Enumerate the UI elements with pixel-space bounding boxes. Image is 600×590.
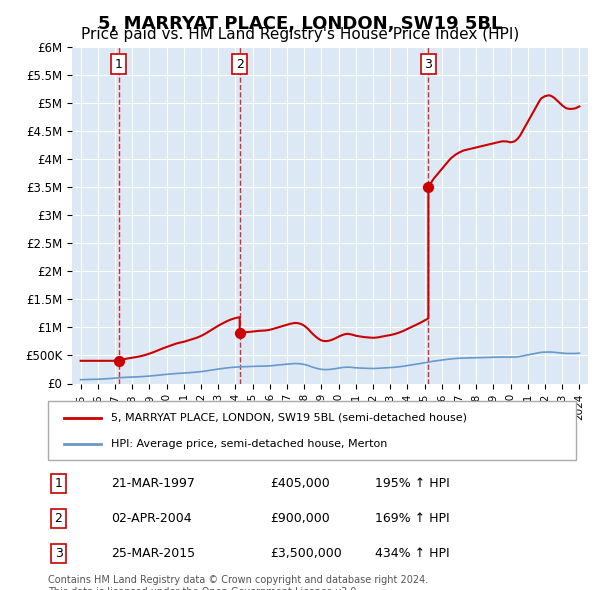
Text: 1: 1 (115, 57, 123, 71)
Text: 25-MAR-2015: 25-MAR-2015 (112, 547, 196, 560)
Point (114, 356, 124, 366)
Text: £405,000: £405,000 (270, 477, 329, 490)
Text: HPI: Average price, semi-detached house, Merton: HPI: Average price, semi-detached house,… (112, 439, 388, 448)
Text: 3: 3 (55, 547, 62, 560)
Text: 21-MAR-1997: 21-MAR-1997 (112, 477, 195, 490)
Text: 5, MARRYAT PLACE, LONDON, SW19 5BL (semi-detached house): 5, MARRYAT PLACE, LONDON, SW19 5BL (semi… (112, 413, 467, 422)
Text: 195% ↑ HPI: 195% ↑ HPI (376, 477, 450, 490)
Text: 02-APR-2004: 02-APR-2004 (112, 512, 192, 525)
Text: Price paid vs. HM Land Registry's House Price Index (HPI): Price paid vs. HM Land Registry's House … (81, 27, 519, 41)
Point (235, 328, 244, 337)
Text: 3: 3 (424, 57, 433, 71)
Text: £900,000: £900,000 (270, 512, 329, 525)
Text: 1: 1 (55, 477, 62, 490)
Text: 2: 2 (236, 57, 244, 71)
Point (424, 183, 433, 192)
Text: 5, MARRYAT PLACE, LONDON, SW19 5BL: 5, MARRYAT PLACE, LONDON, SW19 5BL (98, 15, 502, 33)
FancyBboxPatch shape (48, 401, 576, 460)
Text: 169% ↑ HPI: 169% ↑ HPI (376, 512, 450, 525)
Text: £3,500,000: £3,500,000 (270, 547, 341, 560)
Text: 434% ↑ HPI: 434% ↑ HPI (376, 547, 450, 560)
Text: Contains HM Land Registry data © Crown copyright and database right 2024.
This d: Contains HM Land Registry data © Crown c… (48, 575, 428, 590)
Text: 2: 2 (55, 512, 62, 525)
